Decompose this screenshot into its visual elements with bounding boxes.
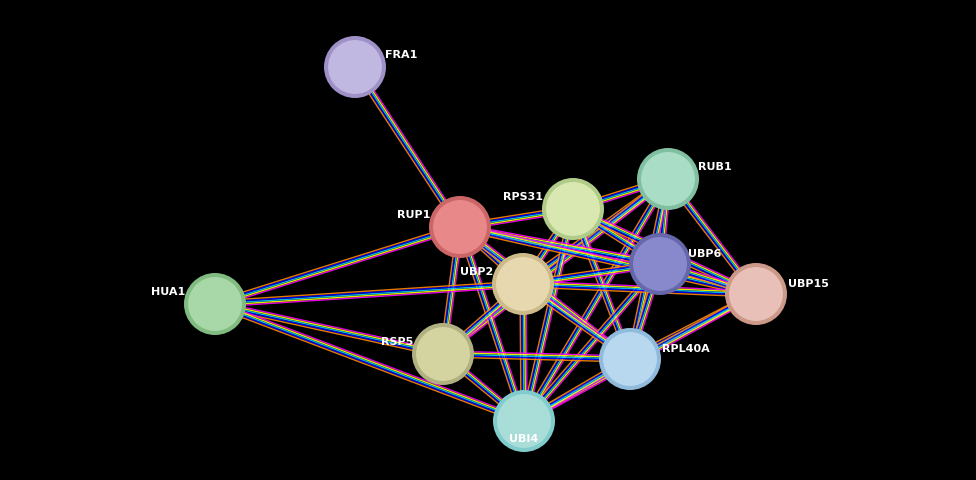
Text: UBP15: UBP15 <box>788 278 829 288</box>
Text: RPS31: RPS31 <box>503 192 543 202</box>
Text: HUA1: HUA1 <box>150 287 185 296</box>
Text: UBP6: UBP6 <box>688 249 721 258</box>
Circle shape <box>599 328 661 390</box>
Circle shape <box>637 149 699 211</box>
Text: RSP5: RSP5 <box>381 336 413 346</box>
Circle shape <box>542 179 604 240</box>
Circle shape <box>493 390 555 452</box>
Text: UBP2: UBP2 <box>460 266 493 276</box>
Circle shape <box>545 181 601 238</box>
Circle shape <box>187 276 243 332</box>
Circle shape <box>629 233 691 295</box>
Circle shape <box>415 326 471 382</box>
Circle shape <box>412 324 474 385</box>
Text: RUP1: RUP1 <box>396 210 430 219</box>
Circle shape <box>492 253 554 315</box>
Circle shape <box>324 37 386 99</box>
Text: RPL40A: RPL40A <box>662 343 710 353</box>
Circle shape <box>728 266 784 323</box>
Text: UBI4: UBI4 <box>509 433 539 443</box>
Circle shape <box>432 200 488 255</box>
Circle shape <box>495 256 551 312</box>
Text: FRA1: FRA1 <box>385 50 418 60</box>
Circle shape <box>429 197 491 258</box>
Text: RUB1: RUB1 <box>698 162 732 172</box>
Circle shape <box>496 393 552 449</box>
Circle shape <box>602 331 658 387</box>
Circle shape <box>327 40 383 96</box>
Circle shape <box>640 152 696 207</box>
Circle shape <box>632 237 688 292</box>
Circle shape <box>725 264 787 325</box>
Circle shape <box>184 274 246 336</box>
